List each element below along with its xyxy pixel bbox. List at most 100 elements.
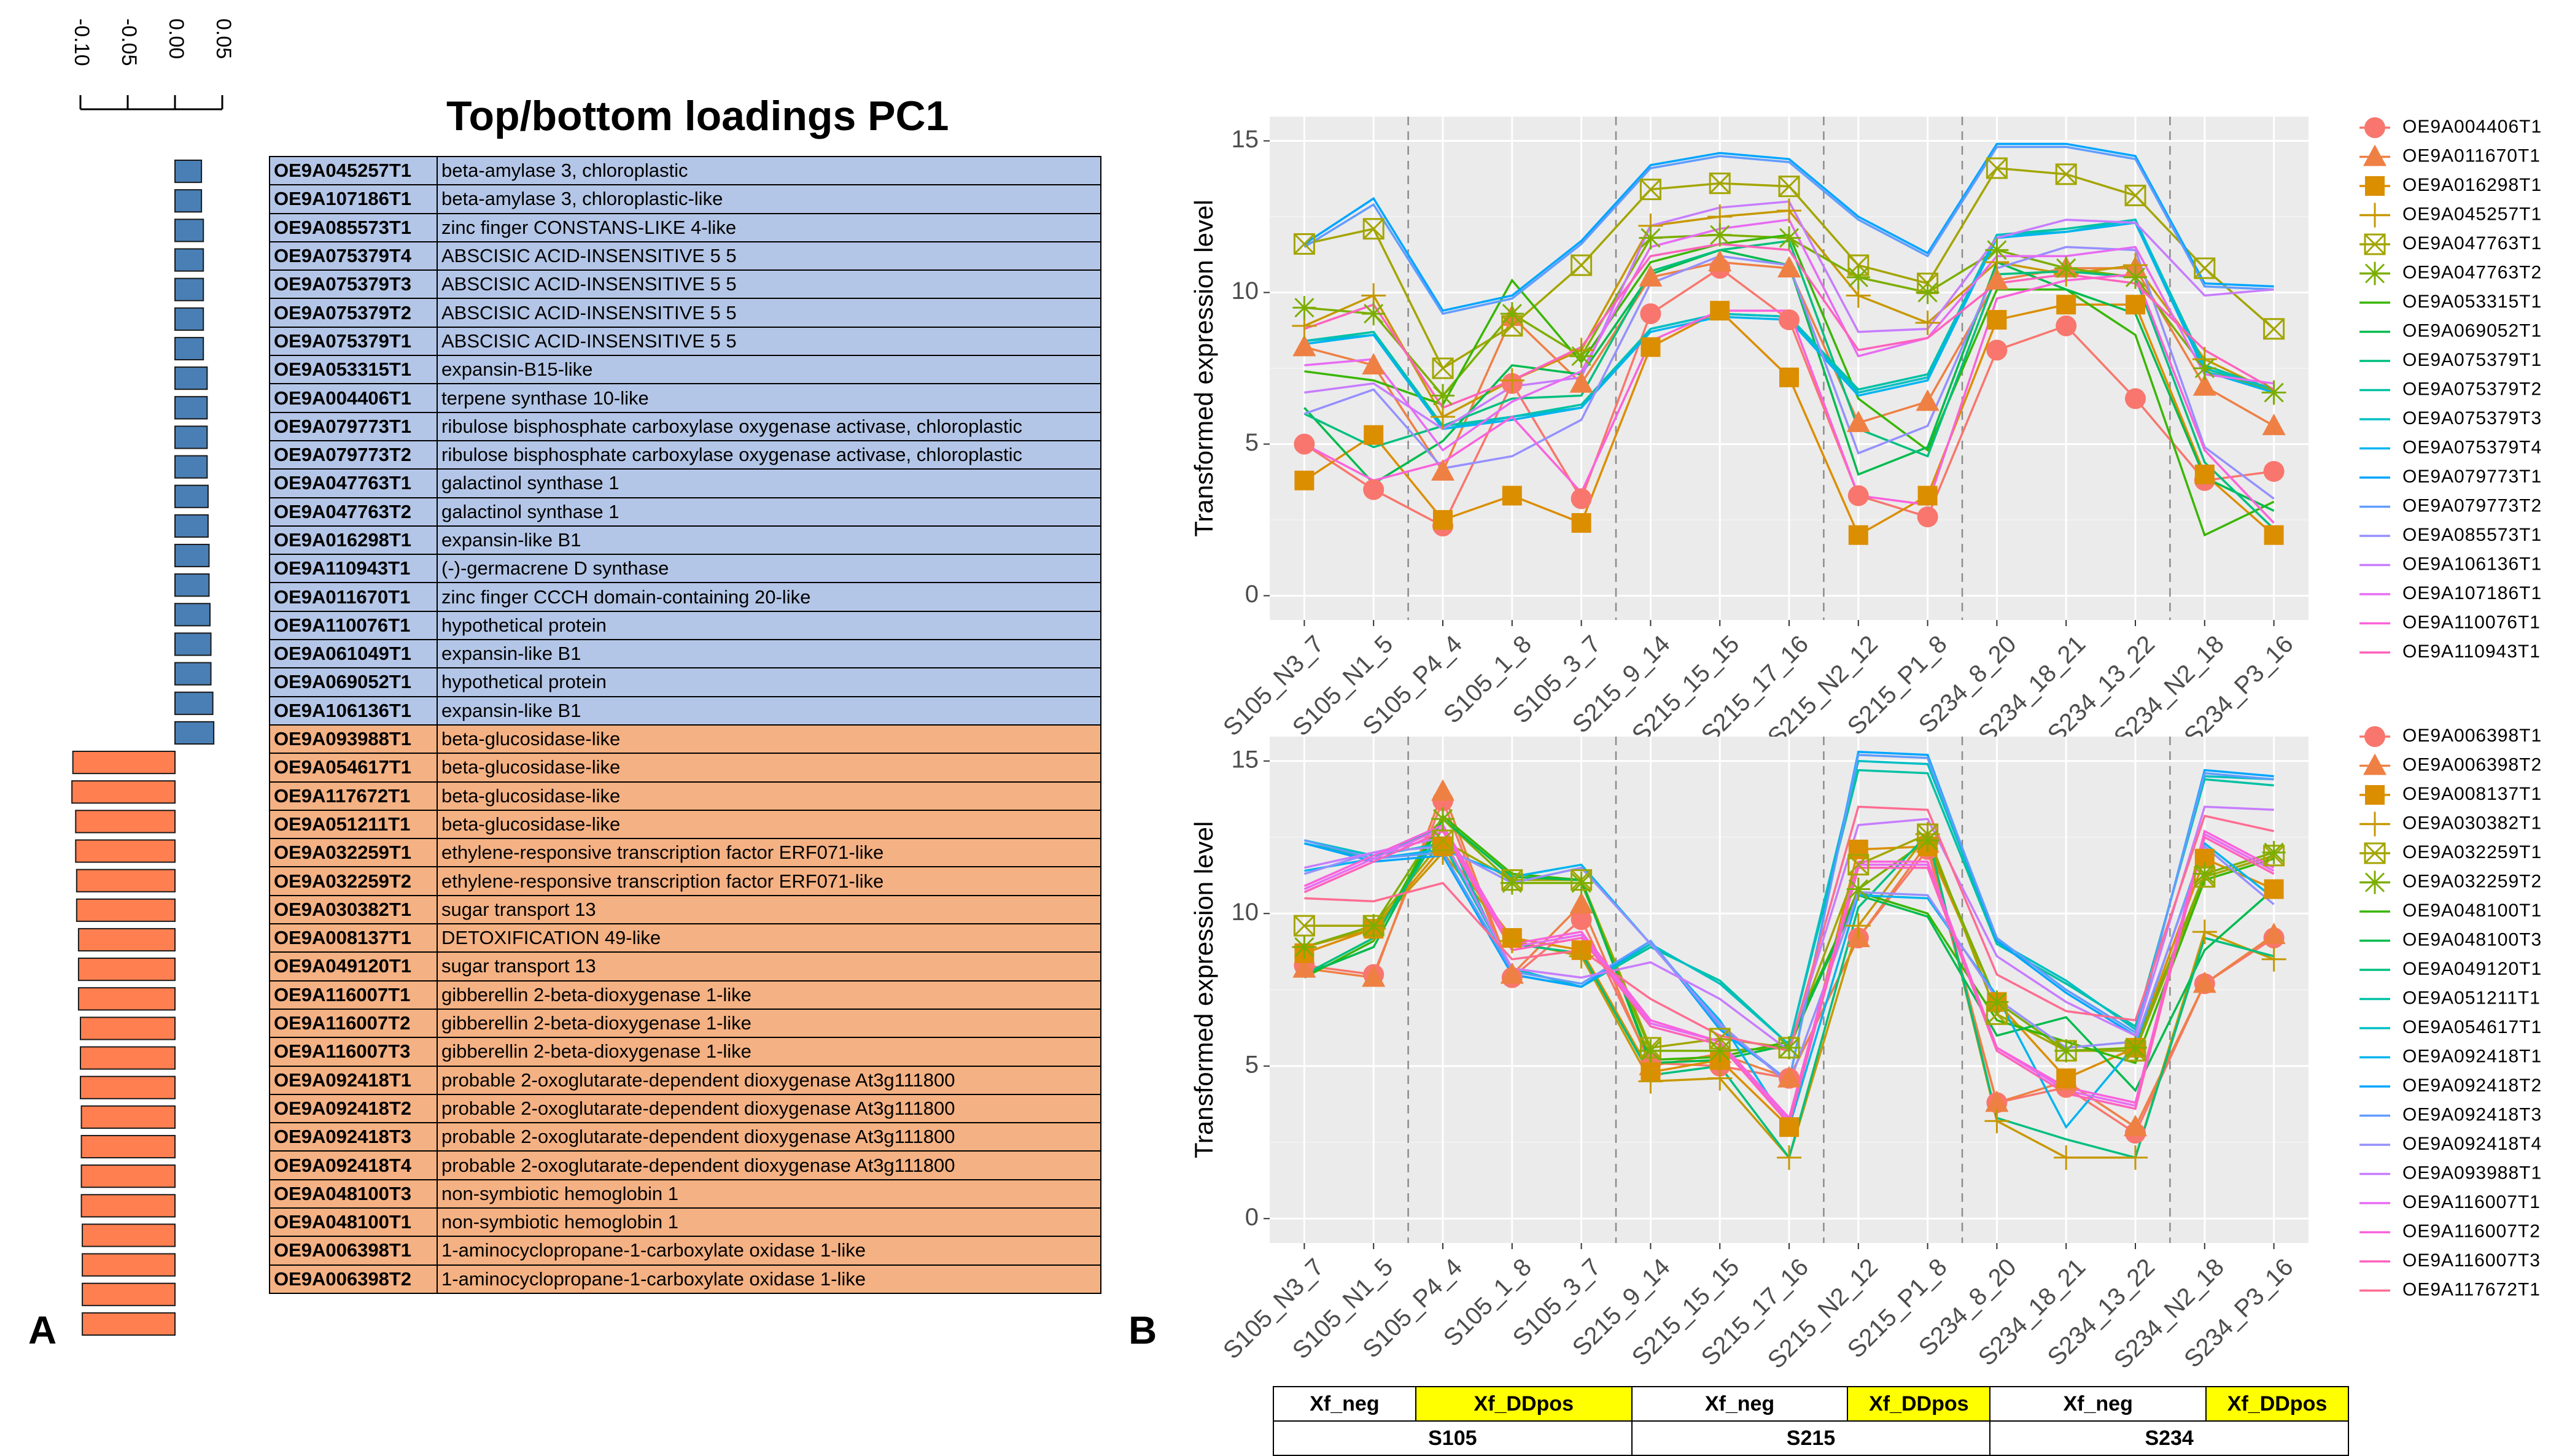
loading-bar	[174, 277, 204, 301]
point-box	[1639, 179, 1661, 201]
point-circle	[1294, 433, 1315, 455]
gene-description: expansin-like B1	[441, 699, 581, 721]
point-triangle	[2124, 1115, 2147, 1137]
group-label-s105: S105	[1273, 1420, 1633, 1456]
loading-bar	[174, 543, 210, 568]
loading-row: OE9A030382T1 sugar transport 13	[269, 896, 1101, 925]
loading-row: OE9A079773T2 ribulose bisphosphate carbox…	[269, 441, 1101, 470]
legend-label: OE9A006398T1	[2402, 726, 2542, 746]
gene-description: probable 2-oxoglutarate-dependent dioxyg…	[441, 1069, 955, 1091]
loading-row: OE9A053315T1 expansin-B15-like	[269, 356, 1101, 385]
gene-id: OE9A092418T1	[270, 1066, 438, 1094]
loading-bar	[174, 248, 204, 272]
group-cell-2: Xf_DDpos	[1415, 1386, 1633, 1422]
gene-description: beta-glucosidase-like	[441, 813, 621, 835]
point-circle	[2056, 315, 2077, 336]
gene-description: ribulose bisphosphate carboxylase oxygen…	[441, 444, 1023, 466]
gene-description: ethylene-responsive transcription factor…	[441, 870, 884, 892]
point-square	[1502, 486, 1522, 506]
gene-description: ribulose bisphosphate carboxylase oxygen…	[441, 415, 1023, 437]
loading-bar	[174, 307, 204, 331]
loading-row: OE9A006398T2 1-aminocyclopropane-1-carbox…	[269, 1265, 1101, 1294]
point-star	[1779, 1037, 1800, 1058]
point-star	[1571, 346, 1591, 366]
gene-description: sugar transport 13	[441, 955, 596, 977]
group-cell-1: Xf_neg	[1273, 1386, 1416, 1422]
legend-label: OE9A048100T1	[2402, 900, 2542, 921]
gene-description: gibberellin 2-beta-dioxygenase 1-like	[441, 1012, 751, 1034]
gene-description: expansin-like B1	[441, 643, 581, 665]
legend-label: OE9A016298T1	[2402, 175, 2542, 195]
loading-row: OE9A069052T1 hypothetical protein	[269, 668, 1101, 697]
point-star	[1502, 304, 1522, 324]
point-star	[2264, 842, 2284, 862]
gene-description: DETOXIFICATION 49-like	[441, 927, 661, 949]
loading-bar	[174, 484, 209, 508]
loading-bar	[174, 721, 215, 745]
gene-description: probable 2-oxoglutarate-dependent dioxyg…	[441, 1154, 955, 1176]
y-tick-label: 15	[1232, 746, 1259, 773]
point-box	[1847, 854, 1870, 876]
gene-id: OE9A107186T1	[270, 185, 438, 213]
point-triangle	[1708, 250, 1732, 272]
gene-description: zinc finger CONSTANS-LIKE 4-like	[441, 216, 737, 238]
loading-row: OE9A048100T1 non-symbiotic hemoglobin 1	[269, 1208, 1101, 1237]
point-triangle	[1639, 265, 1663, 287]
legend-label: OE9A116007T1	[2402, 1192, 2541, 1212]
gene-id: OE9A032259T2	[270, 867, 438, 895]
group-table: Xf_neg Xf_DDpos Xf_neg Xf_DDpos Xf_neg X…	[1273, 1386, 2349, 1456]
group-label-s215: S215	[1631, 1420, 1991, 1456]
point-square	[1917, 486, 1938, 506]
legend-label: OE9A048100T3	[2402, 929, 2542, 950]
legend-label: OE9A116007T2	[2402, 1221, 2541, 1241]
gene-id: OE9A006398T2	[270, 1265, 438, 1293]
loading-row: OE9A093988T1 beta-glucosidase-like	[269, 725, 1101, 754]
point-box	[1847, 854, 1869, 875]
legend-label: OE9A092418T2	[2402, 1075, 2542, 1096]
gene-description: beta-amylase 3, chloroplastic	[441, 160, 688, 182]
legend-label: OE9A092418T4	[2402, 1134, 2542, 1154]
point-square	[1987, 309, 2007, 330]
point-box	[2364, 233, 2386, 255]
point-star	[1987, 240, 2007, 260]
point-triangle	[2363, 753, 2386, 775]
loading-row: OE9A117672T1 beta-glucosidase-like	[269, 782, 1101, 811]
group-cell-6: Xf_DDpos	[2205, 1386, 2349, 1422]
point-box	[2364, 842, 2386, 864]
loading-bar	[174, 425, 208, 449]
loading-bar	[80, 1134, 176, 1159]
point-square	[1571, 513, 1591, 533]
loading-row: OE9A107186T1 beta-amylase 3, chloroplasti…	[269, 185, 1101, 214]
gene-description: beta-glucosidase-like	[441, 756, 621, 778]
point-square	[1710, 301, 1730, 321]
gene-description: zinc finger CCCH domain-containing 20-li…	[441, 586, 811, 608]
point-star	[1364, 916, 1384, 936]
gene-id: OE9A047763T2	[270, 498, 438, 525]
point-circle	[2364, 117, 2385, 138]
series-line	[1303, 242, 2275, 409]
gene-id: OE9A116007T3	[270, 1038, 438, 1066]
gene-id: OE9A054617T1	[270, 754, 438, 781]
point-circle	[1847, 485, 1869, 506]
point-square	[1641, 337, 1661, 357]
point-square	[1779, 1117, 1799, 1137]
gene-description: terpene synthase 10-like	[441, 387, 649, 409]
point-triangle	[1569, 371, 1593, 393]
loading-bar	[174, 573, 210, 597]
gene-description: probable 2-oxoglutarate-dependent dioxyg…	[441, 1126, 955, 1148]
loading-row: OE9A092418T1 probable 2-oxoglutarate-depe…	[269, 1066, 1101, 1095]
loading-row: OE9A051211T1 beta-glucosidase-like	[269, 810, 1101, 840]
loading-row: OE9A048100T3 non-symbiotic hemoglobin 1	[269, 1180, 1101, 1209]
point-triangle	[1362, 353, 1386, 375]
point-square	[2264, 879, 2284, 899]
point-star	[2056, 1040, 2076, 1061]
loading-row: OE9A092418T3 probable 2-oxoglutarate-depe…	[269, 1123, 1101, 1152]
legend-label: OE9A045257T1	[2402, 204, 2542, 224]
gene-id: OE9A093988T1	[270, 725, 438, 753]
gene-id: OE9A051211T1	[270, 810, 438, 838]
point-star	[1641, 1040, 1661, 1061]
legend-label: OE9A069052T1	[2402, 320, 2542, 341]
loading-bar	[82, 1223, 176, 1247]
point-square	[2056, 1068, 2076, 1088]
point-star	[1710, 1040, 1730, 1061]
